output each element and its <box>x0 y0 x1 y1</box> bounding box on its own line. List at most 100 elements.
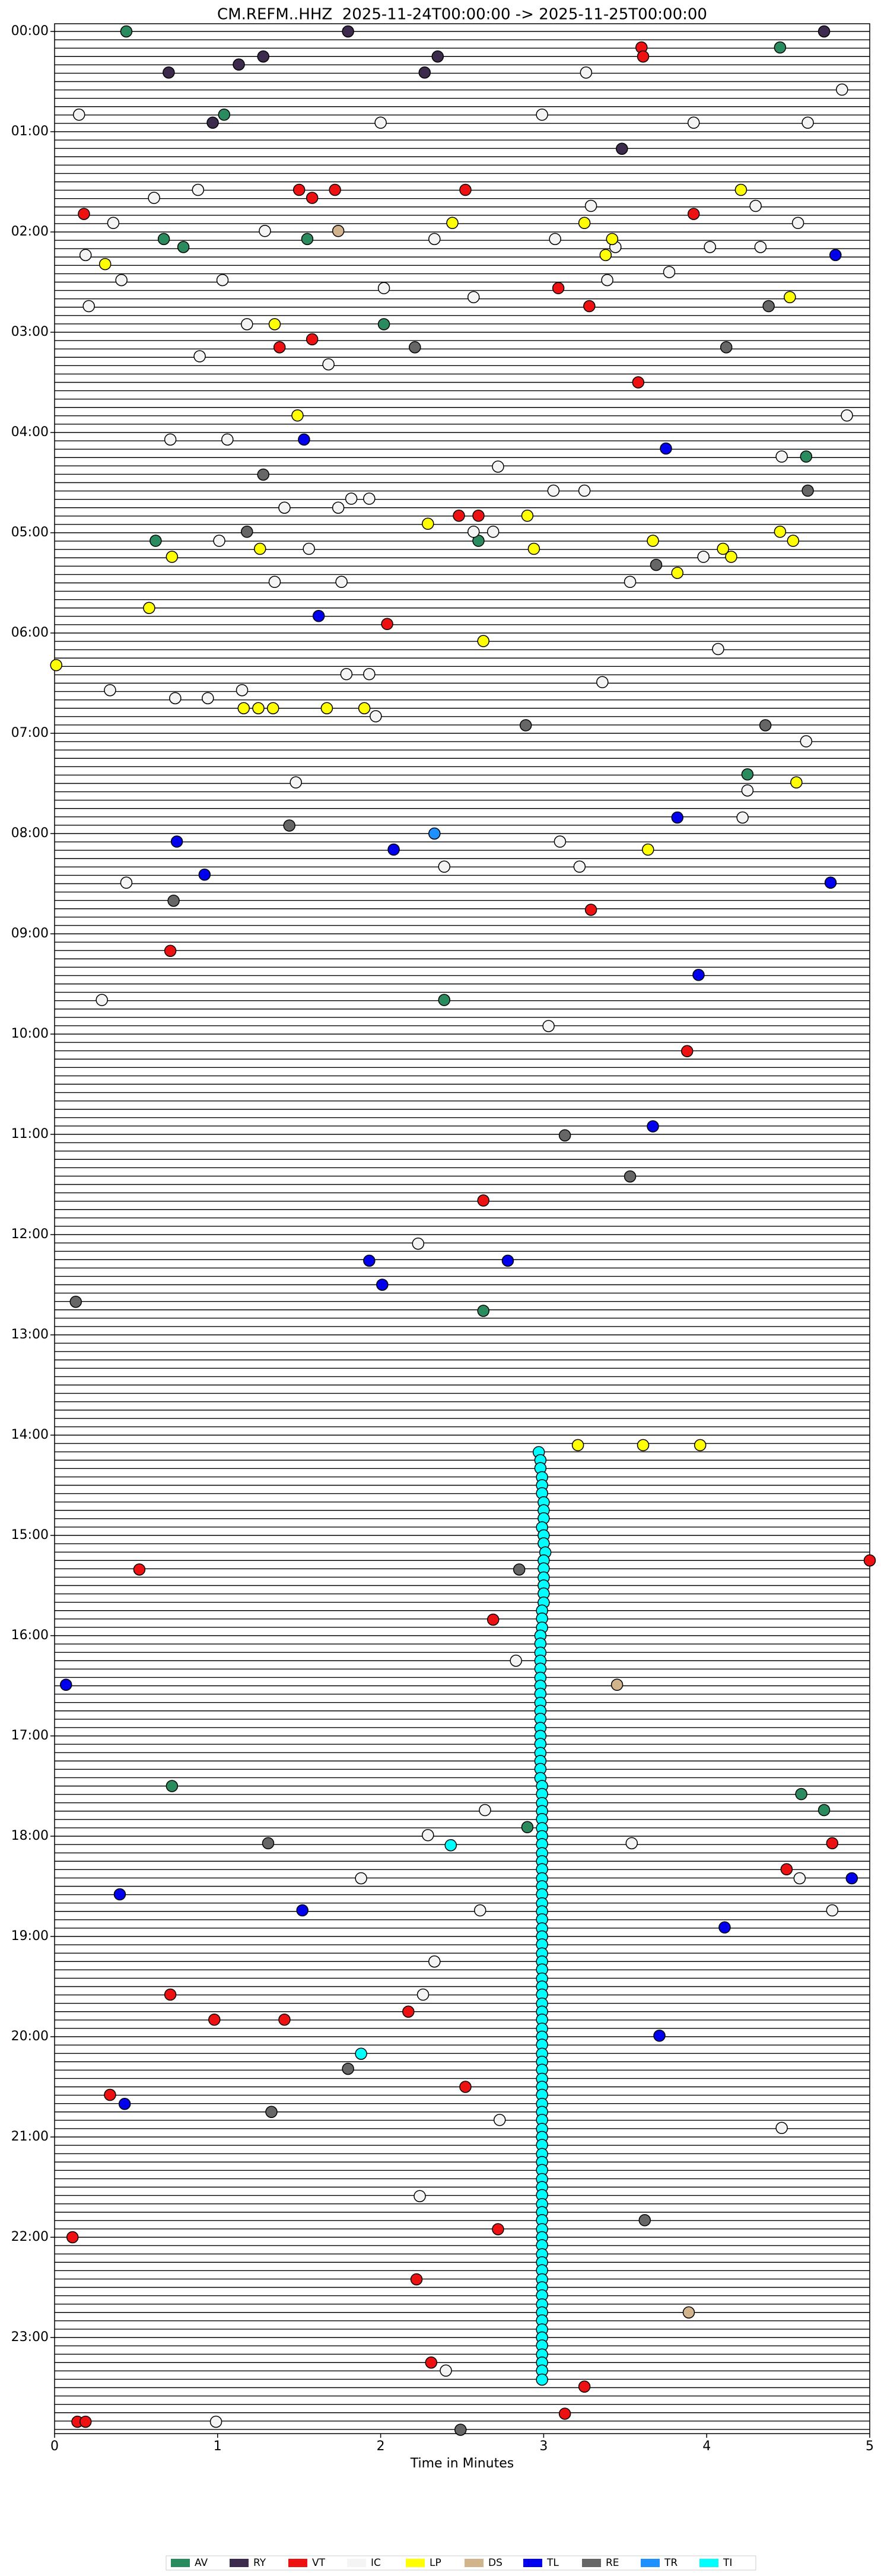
event-marker <box>549 233 561 246</box>
legend-label: LP <box>430 2557 441 2569</box>
event-marker <box>265 2106 278 2118</box>
event-marker <box>268 575 281 589</box>
event-marker <box>216 273 229 287</box>
event-marker <box>836 83 848 96</box>
event-marker <box>301 233 314 246</box>
event-marker <box>697 551 710 563</box>
event-marker <box>558 2408 571 2420</box>
event-marker <box>259 225 271 237</box>
event-marker <box>355 1872 367 1885</box>
y-tick-label: 01:00 <box>11 124 49 139</box>
event-marker <box>402 2005 415 2018</box>
event-marker <box>306 333 319 346</box>
x-tick-label: 5 <box>866 2439 874 2454</box>
event-marker <box>422 1829 434 1842</box>
event-marker <box>578 2380 591 2393</box>
event-marker <box>428 1955 441 1968</box>
y-tick-label: 18:00 <box>11 1828 49 1843</box>
event-marker <box>377 282 390 294</box>
event-marker <box>800 735 813 748</box>
event-marker <box>412 1237 425 1250</box>
event-marker <box>624 1170 637 1183</box>
event-marker <box>104 684 116 697</box>
event-marker <box>824 876 837 889</box>
event-marker <box>252 702 265 714</box>
event-marker <box>459 183 472 196</box>
event-marker <box>381 618 393 631</box>
event-marker <box>332 501 345 514</box>
event-marker <box>355 2047 367 2060</box>
legend-swatch <box>230 2559 249 2567</box>
event-marker <box>527 542 540 555</box>
event-marker <box>221 433 234 446</box>
event-marker <box>236 684 249 697</box>
event-marker <box>446 217 459 230</box>
event-marker <box>467 526 480 538</box>
event-marker <box>632 376 645 389</box>
event-marker <box>143 602 155 614</box>
event-marker <box>642 843 654 856</box>
event-marker <box>601 273 613 287</box>
legend-label: TL <box>546 2557 559 2569</box>
legend-swatch <box>288 2559 307 2567</box>
event-marker <box>542 1020 555 1032</box>
y-tick-label: 03:00 <box>11 325 49 339</box>
event-marker <box>303 542 315 555</box>
traces <box>54 23 870 2434</box>
event-marker <box>163 66 175 79</box>
event-marker <box>292 183 306 196</box>
event-marker <box>335 575 348 589</box>
y-tick-label: 12:00 <box>11 1227 49 1242</box>
event-marker <box>79 249 92 262</box>
event-marker <box>438 860 451 873</box>
chart-title: CM.REFM..HHZ 2025-11-24T00:00:00 -> 2025… <box>217 6 707 24</box>
event-marker <box>133 1563 146 1576</box>
y-tick-label: 16:00 <box>11 1628 49 1643</box>
legend-swatch <box>523 2559 542 2567</box>
event-marker <box>682 2306 695 2319</box>
event-marker <box>164 944 177 957</box>
event-marker <box>800 450 813 463</box>
event-marker <box>444 1839 457 1852</box>
event-marker <box>414 2190 426 2202</box>
event-marker <box>253 542 266 555</box>
event-marker <box>704 241 716 253</box>
legend-swatch <box>465 2559 484 2567</box>
event-marker <box>637 50 650 63</box>
event-marker <box>493 2114 506 2126</box>
event-marker <box>638 2214 651 2227</box>
y-tick-label: 23:00 <box>11 2330 49 2345</box>
event-marker <box>118 2097 131 2110</box>
event-marker <box>164 433 177 446</box>
event-marker <box>198 869 211 881</box>
event-marker <box>370 710 382 723</box>
event-marker <box>312 610 325 622</box>
event-marker <box>780 1863 793 1876</box>
event-marker <box>50 659 62 672</box>
event-marker <box>342 2062 354 2075</box>
event-marker <box>863 1554 876 1567</box>
event-marker <box>104 2088 116 2101</box>
event-marker <box>802 484 814 497</box>
x-tick-label: 3 <box>539 2439 548 2454</box>
y-tick-label: 19:00 <box>11 1929 49 1944</box>
event-marker <box>453 510 465 522</box>
event-marker <box>793 1872 806 1885</box>
event-marker <box>377 318 390 330</box>
event-marker <box>107 217 120 230</box>
event-marker <box>157 233 170 246</box>
event-marker <box>166 1780 179 1792</box>
event-marker <box>418 66 431 79</box>
event-marker <box>262 1837 275 1850</box>
event-marker <box>784 291 796 304</box>
event-marker <box>492 460 504 473</box>
event-marker <box>692 969 705 981</box>
x-tick-label: 2 <box>377 2439 385 2454</box>
legend-swatch <box>641 2559 660 2567</box>
event-marker <box>774 41 787 54</box>
event-marker <box>241 526 253 538</box>
event-marker <box>624 575 637 589</box>
event-marker <box>736 811 749 824</box>
event-marker <box>278 501 291 514</box>
